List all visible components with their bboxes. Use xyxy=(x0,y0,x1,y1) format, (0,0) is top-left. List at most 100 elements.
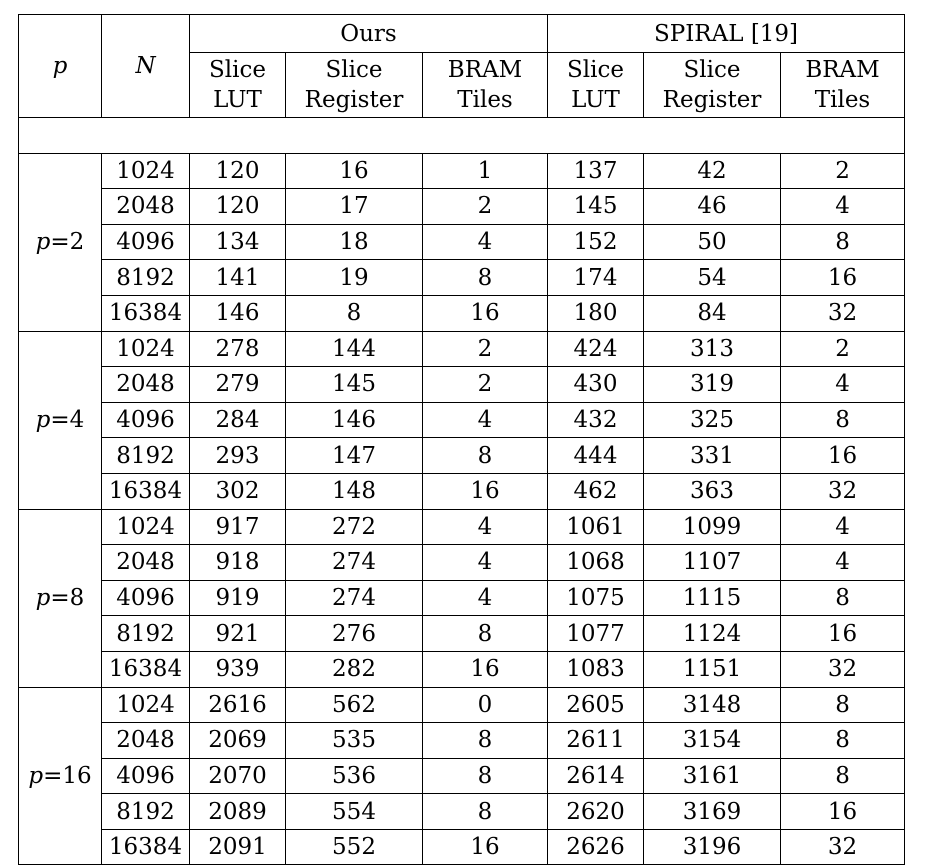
group-label-value: =4 xyxy=(50,407,85,434)
table-cell: 8192 xyxy=(101,615,190,652)
table-cell: 1077 xyxy=(547,615,644,652)
table-cell: 554 xyxy=(285,793,423,830)
table-cell: 2091 xyxy=(189,828,286,865)
table-cell: 8 xyxy=(779,757,906,795)
table-cell: 2605 xyxy=(547,686,644,724)
table-cell: 3169 xyxy=(643,793,781,830)
group-label-value: =8 xyxy=(50,585,85,612)
table-cell: 16 xyxy=(422,828,548,865)
table-cell: 3154 xyxy=(643,722,781,759)
table-cell: 1075 xyxy=(547,579,644,617)
table-cell: 302 xyxy=(189,472,286,510)
table-cell: 1024 xyxy=(101,152,190,190)
table-cell: 325 xyxy=(643,401,781,439)
group-label: p=8 xyxy=(18,508,102,688)
table-cell: 1 xyxy=(422,152,548,190)
table-row: 16384 302 148 16 462 363 32 xyxy=(19,472,906,510)
table-cell: 2626 xyxy=(547,828,644,865)
table-cell: 8 xyxy=(422,615,548,652)
table-cell: 84 xyxy=(643,294,781,332)
table-cell: 3148 xyxy=(643,686,781,724)
table-cell: 272 xyxy=(285,508,423,546)
group-label-variable: p xyxy=(35,585,51,612)
table-cell: 17 xyxy=(285,188,423,225)
header-separator-cell xyxy=(17,117,906,154)
table-cell: 16 xyxy=(422,294,548,332)
header-n: N xyxy=(101,14,190,118)
table-cell: 4096 xyxy=(101,757,190,795)
header-ours-slice-register: Slice Register xyxy=(285,52,423,118)
table-cell: 16 xyxy=(779,615,906,652)
table-row: 8192 921 276 8 1077 1124 16 xyxy=(19,615,906,652)
table-cell: 18 xyxy=(285,223,423,261)
table-cell: 2 xyxy=(779,330,906,368)
table-cell: 2048 xyxy=(101,722,190,759)
table-cell: 918 xyxy=(189,544,286,581)
table-cell: 32 xyxy=(779,650,906,688)
group-label-variable: p xyxy=(28,762,44,789)
table-cell: 4 xyxy=(779,366,906,403)
table-cell: 16384 xyxy=(101,828,190,865)
table-cell: 363 xyxy=(643,472,781,510)
header-spiral-slice-lut: Slice LUT xyxy=(547,52,644,118)
table-cell: 4 xyxy=(779,188,906,225)
table-cell: 8 xyxy=(779,401,906,439)
table-cell: 1024 xyxy=(101,686,190,724)
table-cell: 8 xyxy=(422,757,548,795)
table-cell: 293 xyxy=(189,437,286,474)
resource-comparison-table: p N Ours SPIRAL [19] Slice LUT Slice Regis… xyxy=(17,14,906,865)
table-cell: 535 xyxy=(285,722,423,759)
table-row: p=16 1024 2616 562 0 2605 3148 8 xyxy=(18,686,906,865)
table-cell: 2 xyxy=(779,152,906,190)
table-cell: 276 xyxy=(285,615,423,652)
table-cell: 19 xyxy=(285,259,423,296)
table-cell: 148 xyxy=(285,472,423,510)
table-cell: 32 xyxy=(779,472,906,510)
table-row: 16384 2091 552 16 2626 3196 32 xyxy=(19,828,906,865)
table-cell: 4 xyxy=(422,508,548,546)
table-row: p=2 1024 120 16 1 137 42 2 xyxy=(18,152,906,332)
table-cell: 2048 xyxy=(101,366,190,403)
table-cell: 319 xyxy=(643,366,781,403)
header-ours-bram-tiles: BRAM Tiles xyxy=(422,52,548,118)
table-cell: 8 xyxy=(779,579,906,617)
table-cell: 4 xyxy=(422,223,548,261)
table-cell: 16384 xyxy=(101,650,190,688)
table-cell: 274 xyxy=(285,544,423,581)
table-cell: 16 xyxy=(285,152,423,190)
table-cell: 3161 xyxy=(643,757,781,795)
table-cell: 917 xyxy=(189,508,286,546)
table-cell: 46 xyxy=(643,188,781,225)
table-cell: 919 xyxy=(189,579,286,617)
table-cell: 4096 xyxy=(101,579,190,617)
table-cell: 8192 xyxy=(101,259,190,296)
table-cell: 8 xyxy=(285,294,423,332)
table-cell: 144 xyxy=(285,330,423,368)
table-cell: 424 xyxy=(547,330,644,368)
table-cell: 16 xyxy=(779,259,906,296)
table-row: 4096 919 274 4 1075 1115 8 xyxy=(19,579,906,617)
table-cell: 1083 xyxy=(547,650,644,688)
table-cell: 432 xyxy=(547,401,644,439)
table-cell: 137 xyxy=(547,152,644,190)
table-cell: 921 xyxy=(189,615,286,652)
table-cell: 4 xyxy=(779,508,906,546)
table-row: 4096 134 18 4 152 50 8 xyxy=(19,223,906,261)
table-cell: 8192 xyxy=(101,437,190,474)
table-cell: 16 xyxy=(422,650,548,688)
table-cell: 562 xyxy=(285,686,423,724)
header-spiral-bram-tiles: BRAM Tiles xyxy=(779,52,906,118)
table-cell: 2614 xyxy=(547,757,644,795)
table-cell: 2048 xyxy=(101,188,190,225)
table-cell: 146 xyxy=(189,294,286,332)
table-cell: 141 xyxy=(189,259,286,296)
table-cell: 2 xyxy=(422,366,548,403)
table-cell: 4096 xyxy=(101,401,190,439)
table-cell: 16384 xyxy=(101,472,190,510)
table-cell: 4 xyxy=(779,544,906,581)
group-label-value: =16 xyxy=(43,762,92,789)
group-label: p=4 xyxy=(18,330,102,510)
table-cell: 147 xyxy=(285,437,423,474)
table-row: 8192 2089 554 8 2620 3169 16 xyxy=(19,793,906,830)
header-p: p xyxy=(18,14,102,118)
